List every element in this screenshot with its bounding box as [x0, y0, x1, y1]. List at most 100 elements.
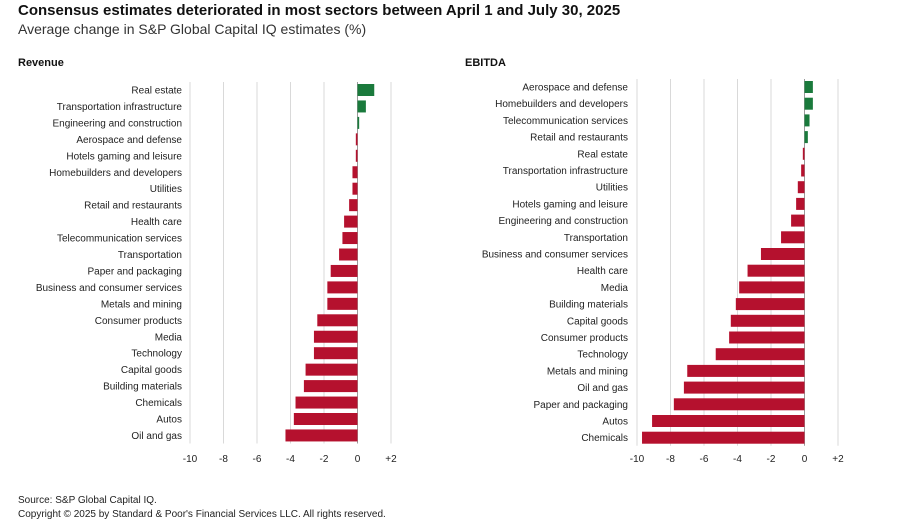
ebitda-category-label: Metals and mining [547, 366, 628, 377]
ebitda-category-label: Building materials [549, 300, 628, 311]
revenue-tick-label: -10 [183, 454, 198, 465]
revenue-category-label: Oil and gas [131, 431, 182, 442]
revenue-bar [344, 215, 358, 228]
revenue-category-label: Media [155, 332, 183, 343]
ebitda-bar [729, 331, 805, 344]
ebitda-category-label: Transportation [564, 233, 628, 244]
revenue-category-label: Telecommunication services [57, 234, 182, 245]
revenue-category-label: Transportation infrastructure [57, 102, 183, 113]
revenue-category-label: Chemicals [135, 398, 182, 409]
ebitda-bar [791, 214, 805, 227]
ebitda-bar [642, 431, 805, 444]
ebitda-category-label: Business and consumer services [482, 250, 628, 261]
ebitda-bar [683, 381, 805, 394]
revenue-category-label: Real estate [131, 86, 182, 97]
revenue-category-label: Health care [131, 217, 183, 228]
revenue-category-label: Homebuilders and developers [49, 168, 182, 179]
revenue-bar [330, 264, 358, 277]
revenue-bar [285, 429, 358, 442]
revenue-category-label: Utilities [150, 184, 182, 195]
ebitda-bar [673, 398, 805, 411]
ebitda-bar [715, 348, 805, 361]
ebitda-bar [804, 114, 810, 127]
revenue-bar [355, 149, 358, 162]
revenue-tick-label: -2 [320, 454, 329, 465]
ebitda-tick-label: -4 [733, 454, 742, 465]
ebitda-category-label: Technology [577, 350, 628, 361]
revenue-bar [303, 380, 358, 393]
revenue-tick-label: -4 [286, 454, 295, 465]
revenue-bar [352, 166, 358, 179]
ebitda-category-label: Hotels gaming and leisure [512, 199, 628, 210]
ebitda-category-label: Health care [577, 266, 629, 277]
ebitda-category-label: Oil and gas [577, 383, 628, 394]
source-note: Source: S&P Global Capital IQ. [18, 495, 157, 506]
chart-subtitle: Average change in S&P Global Capital IQ … [18, 21, 367, 37]
ebitda-tick-label: +2 [832, 454, 844, 465]
revenue-bar [313, 330, 358, 343]
revenue-category-label: Engineering and construction [52, 118, 182, 129]
ebitda-tick-label: -8 [666, 454, 675, 465]
ebitda-category-label: Capital goods [567, 316, 628, 327]
ebitda-category-label: Transportation infrastructure [503, 166, 629, 177]
revenue-bar [357, 100, 366, 113]
revenue-bar [317, 314, 358, 327]
revenue-category-label: Metals and mining [101, 299, 182, 310]
revenue-tick-label: -8 [219, 454, 228, 465]
revenue-category-label: Capital goods [121, 365, 182, 376]
revenue-category-label: Transportation [118, 250, 182, 261]
ebitda-category-label: Chemicals [581, 433, 628, 444]
revenue-bar [342, 232, 358, 245]
ebitda-tick-label: -6 [700, 454, 709, 465]
ebitda-bar [735, 298, 805, 311]
ebitda-category-label: Utilities [596, 183, 628, 194]
revenue-bar [357, 84, 375, 96]
revenue-tick-label: 0 [355, 454, 361, 465]
revenue-bar [339, 248, 358, 261]
ebitda-bar [804, 97, 813, 110]
ebitda-bar [730, 314, 805, 327]
revenue-category-label: Consumer products [95, 316, 182, 327]
ebitda-bar [797, 181, 805, 194]
revenue-bar [305, 363, 358, 376]
ebitda-category-label: Real estate [577, 149, 628, 160]
revenue-category-label: Technology [131, 349, 182, 360]
revenue-panel-title: Revenue [18, 57, 64, 69]
ebitda-bar [760, 248, 805, 260]
revenue-tick-label: +2 [385, 454, 397, 465]
revenue-bar [355, 133, 358, 146]
revenue-category-label: Business and consumer services [36, 283, 182, 294]
ebitda-category-label: Consumer products [541, 333, 628, 344]
ebitda-bar [781, 231, 805, 244]
revenue-category-label: Autos [156, 415, 182, 426]
ebitda-category-label: Retail and restaurants [530, 133, 628, 144]
ebitda-tick-label: -2 [767, 454, 776, 465]
ebitda-category-label: Paper and packaging [533, 400, 628, 411]
revenue-category-label: Paper and packaging [87, 266, 182, 277]
revenue-category-label: Retail and restaurants [84, 201, 182, 212]
ebitda-category-label: Engineering and construction [498, 216, 628, 227]
revenue-bar [327, 281, 358, 294]
revenue-bar [352, 182, 358, 195]
ebitda-chart: -10 -8 -6 -4 -2 0 +2 Aerospace and defense Homeb… [482, 79, 844, 465]
ebitda-bar [802, 147, 805, 160]
ebitda-panel-title: EBITDA [465, 57, 506, 69]
ebitda-bar [796, 197, 805, 210]
ebitda-bar [747, 264, 805, 277]
revenue-bar [357, 116, 360, 129]
ebitda-category-label: Autos [602, 417, 628, 428]
revenue-bar [295, 396, 358, 409]
ebitda-tick-label: 0 [802, 454, 808, 465]
ebitda-bar [804, 81, 813, 93]
ebitda-category-label: Telecommunication services [503, 116, 628, 127]
chart-title: Consensus estimates deteriorated in most… [18, 2, 621, 19]
ebitda-bar [801, 164, 805, 177]
ebitda-bar [739, 281, 805, 294]
revenue-bar [327, 297, 358, 310]
revenue-category-label: Hotels gaming and leisure [66, 151, 182, 162]
ebitda-category-label: Homebuilders and developers [495, 99, 628, 110]
revenue-bar [313, 347, 358, 360]
ebitda-category-label: Media [601, 283, 629, 294]
revenue-bar [293, 413, 358, 425]
ebitda-category-label: Aerospace and defense [522, 83, 628, 94]
